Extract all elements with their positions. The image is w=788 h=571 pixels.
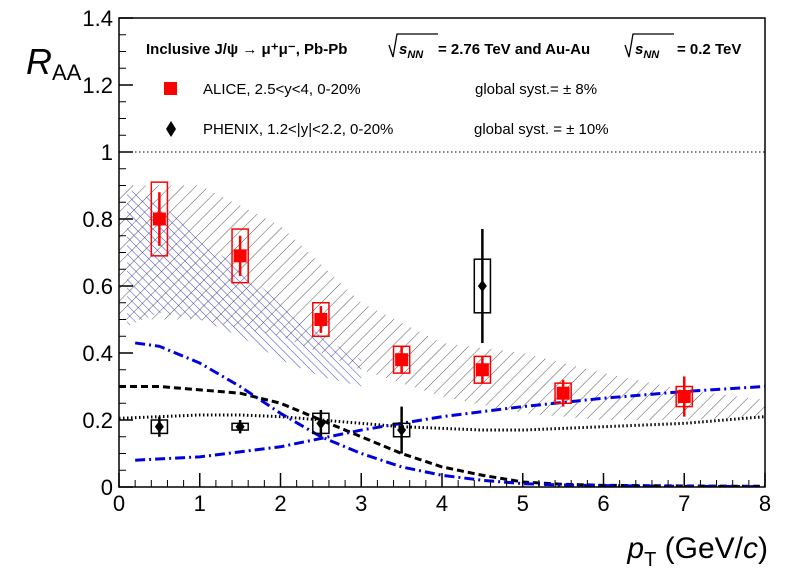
phenix-point [231, 420, 249, 434]
title-energy-auau: = 0.2 TeV [677, 41, 741, 58]
diamond-marker [397, 424, 407, 437]
curve-blue-dashdot-falling [134, 341, 765, 487]
alice-point [392, 345, 411, 374]
diamond-marker [477, 280, 487, 292]
square-marker [233, 249, 247, 263]
x-tick-label: 1 [194, 491, 206, 516]
syst-box [150, 181, 169, 257]
diamond-marker [154, 420, 164, 433]
phenix-point [150, 416, 169, 437]
legend-label-alice: ALICE, 2.5<y<4, 0-20% [203, 81, 361, 98]
square-marker [475, 363, 489, 377]
y-axis-title: RAA [26, 41, 82, 85]
alice-point [312, 302, 330, 337]
title-energy-pbpb: = 2.76 TeV and Au-Au [438, 41, 590, 58]
title-sqrt-pbpb: sNN = 2.76 TeV and Au-Au [388, 33, 590, 61]
legend-syst-alice: global syst.= ± 8% [475, 81, 597, 98]
legend-marker-phenix [166, 121, 176, 137]
chart-title: Inclusive J/ψ → μ⁺μ⁻, Pb-Pb [146, 41, 347, 58]
x-tick-label: 7 [678, 491, 690, 516]
phenix-point [392, 406, 411, 454]
square-marker [395, 353, 409, 367]
legend-syst-phenix: global syst. = ± 10% [474, 121, 609, 138]
x-tick-label: 2 [274, 491, 286, 516]
phenix-point [473, 229, 492, 343]
model-band-lhc-crosshatch [127, 188, 362, 387]
diamond-marker [316, 417, 326, 430]
y-tick-label: 0.2 [82, 408, 113, 433]
syst-box [231, 228, 249, 284]
alice-point [231, 228, 249, 284]
alice-point [150, 181, 169, 257]
syst-box [312, 302, 330, 337]
model-band-lhc [119, 185, 765, 420]
y-tick-label: 1.4 [82, 6, 113, 31]
legend-marker-alice [164, 82, 177, 95]
alice-point [473, 355, 492, 384]
data-points [150, 181, 694, 454]
phenix-point [312, 409, 330, 437]
sqrt-s-pbpb: sNN [399, 41, 424, 61]
square-marker [677, 390, 691, 404]
x-tick-label: 5 [517, 491, 529, 516]
legend-label-phenix: PHENIX, 1.2<|y|<2.2, 0-20% [203, 121, 393, 138]
x-tick-label: 8 [759, 491, 771, 516]
title-sqrt-auau: sNN = 0.2 TeV [624, 33, 741, 61]
square-marker [152, 212, 166, 226]
y-tick-label: 1 [101, 140, 113, 165]
y-tick-label: 1.2 [82, 73, 113, 98]
curve-blue-dashdot-rising [135, 385, 765, 462]
x-tick-label: 0 [113, 491, 125, 516]
axes: 0 1 2 3 4 5 6 7 8 0 0.2 0.4 0.6 0.8 1 1.2 1.4 [82, 6, 771, 516]
x-tick-label: 6 [597, 491, 609, 516]
square-marker [314, 313, 328, 326]
diamond-marker [235, 420, 245, 433]
alice-point [675, 376, 694, 417]
x-tick-label: 3 [355, 491, 367, 516]
y-tick-label: 0.6 [82, 274, 113, 299]
legend: ALICE, 2.5<y<4, 0-20% global syst.= ± 8%… [164, 81, 609, 138]
sqrt-s-auau: sNN [635, 41, 660, 61]
y-tick-label: 0 [101, 475, 113, 500]
model-curves [119, 341, 765, 487]
alice-point [554, 379, 572, 407]
y-tick-label: 0.4 [82, 341, 113, 366]
square-marker [556, 386, 570, 400]
x-axis-title: pT (GeV/c) [626, 532, 768, 571]
x-tick-label: 4 [436, 491, 448, 516]
model-bands [119, 185, 765, 420]
title-reaction: Inclusive J/ψ → μ⁺μ⁻, Pb-Pb [146, 41, 347, 58]
y-tick-label: 0.8 [82, 207, 113, 232]
